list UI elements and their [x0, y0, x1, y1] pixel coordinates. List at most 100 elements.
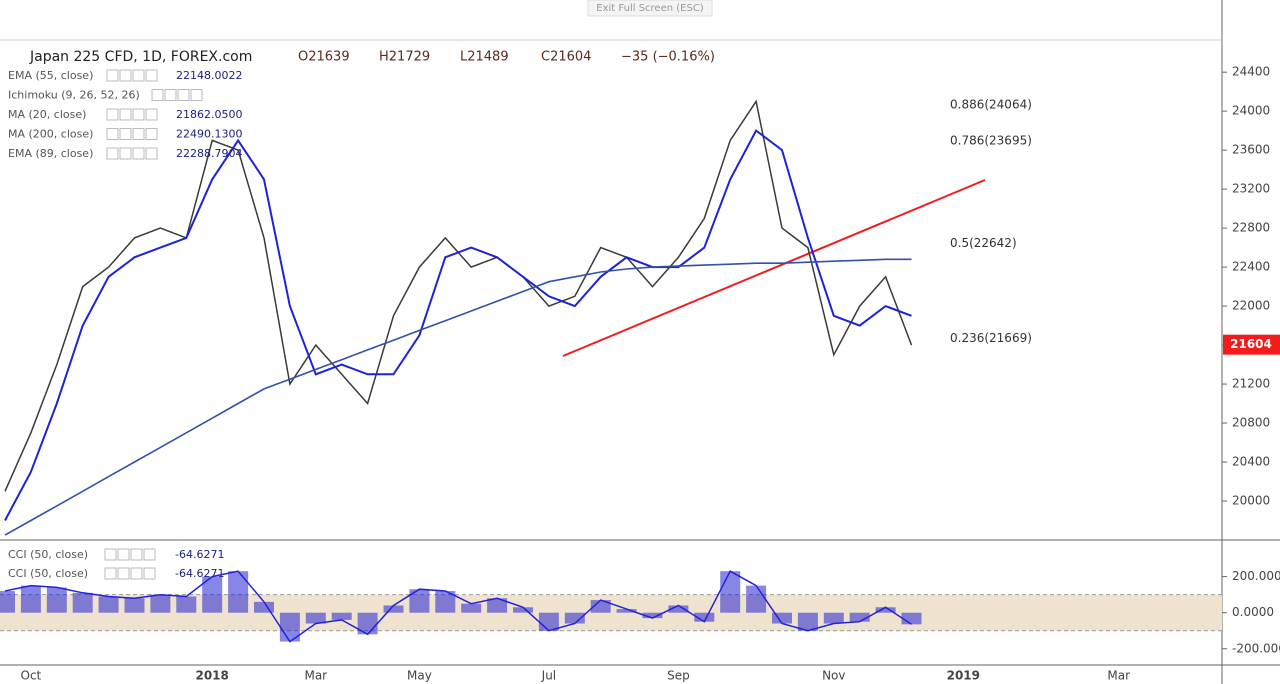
cci-bar	[616, 609, 637, 613]
x-tick-label: 2019	[947, 669, 980, 683]
x-tick-label: Sep	[667, 669, 690, 683]
indicator-name: Ichimoku (9, 26, 52, 26)	[8, 89, 140, 102]
cci-bar	[487, 598, 508, 613]
indicator-icon	[164, 89, 177, 101]
cci-bar	[228, 571, 249, 613]
ohlc-value: L21489	[460, 50, 509, 65]
indicator-icon	[145, 147, 158, 160]
ohlc-value: C21604	[541, 50, 591, 65]
ohlc-value: O21639	[298, 50, 350, 65]
indicator-name: MA (200, close)	[8, 128, 93, 141]
y-tick-label: -200.0000	[1232, 641, 1280, 655]
symbol-title: Japan 225 CFD, 1D, FOREX.com	[29, 49, 252, 65]
indicator-icon	[145, 69, 158, 82]
indicator-icon	[132, 108, 145, 121]
fib-label: 0.886(24064)	[950, 97, 1032, 111]
y-tick-label: 20000	[1232, 494, 1270, 508]
trend-line	[562, 179, 986, 357]
cci-bar	[331, 612, 352, 620]
indicator-icon	[119, 147, 132, 160]
cci-bar	[564, 612, 585, 624]
cci-bar	[849, 612, 870, 622]
price-line	[4, 258, 912, 536]
cci-bar	[254, 601, 274, 613]
indicator-icon	[143, 548, 156, 561]
y-tick-label: 23600	[1232, 143, 1270, 157]
y-tick-label: 20400	[1232, 455, 1270, 469]
indicator-name: CCI (50, close)	[8, 567, 88, 580]
indicator-name: MA (20, close)	[8, 108, 86, 121]
indicator-icon	[132, 128, 145, 140]
y-tick-label: 200.0000	[1232, 569, 1280, 583]
indicator-icon	[119, 108, 132, 121]
cci-bar	[901, 612, 922, 625]
x-tick-label: Mar	[1107, 669, 1130, 683]
y-tick-label: 24400	[1232, 65, 1270, 79]
indicator-icon	[177, 89, 190, 101]
indicator-icon	[117, 548, 130, 561]
indicator-icon	[106, 69, 119, 82]
cci-bar	[124, 598, 145, 613]
cci-bar	[461, 603, 482, 613]
indicator-icon	[106, 147, 119, 160]
cci-bar	[746, 585, 767, 613]
x-tick-label: Mar	[304, 669, 327, 683]
last-price-label: 21604	[1230, 337, 1272, 351]
cci-bar	[409, 589, 430, 613]
indicator-value: 21862.0500	[176, 108, 242, 121]
indicator-icon	[106, 108, 119, 121]
y-tick-label: 23200	[1232, 182, 1270, 196]
exit-label[interactable]: Exit Full Screen (ESC)	[596, 3, 704, 14]
x-tick-label: Nov	[822, 669, 845, 683]
indicator-value: 22148.0022	[176, 69, 242, 82]
cci-bar	[150, 594, 171, 613]
indicator-value: 22490.1300	[176, 128, 242, 141]
last-price-tag	[1223, 334, 1280, 355]
exit-button[interactable]	[587, 0, 713, 17]
cci-bar	[642, 612, 663, 619]
indicator-icon	[145, 108, 158, 121]
indicator-icon	[119, 69, 132, 82]
cci-bar	[590, 600, 611, 613]
y-tick-label: 22000	[1232, 299, 1270, 313]
indicator-icon	[130, 548, 143, 561]
indicator-name: CCI (50, close)	[8, 548, 88, 561]
ohlc-value: −35 (−0.16%)	[621, 50, 715, 65]
fib-label: 0.5(22642)	[950, 236, 1017, 250]
cci-bar	[305, 612, 326, 624]
y-tick-label: 22400	[1232, 260, 1270, 274]
indicator-icon	[132, 147, 145, 160]
cci-bar	[202, 576, 223, 613]
indicator-value: -64.6271	[175, 567, 224, 580]
cci-bar	[875, 607, 896, 613]
fib-label: 0.236(21669)	[950, 331, 1032, 345]
indicator-value: -64.6271	[175, 548, 224, 561]
indicator-icon	[151, 89, 164, 101]
indicator-icon	[106, 128, 119, 140]
x-tick-label: Jul	[541, 669, 556, 683]
indicator-name: EMA (89, close)	[8, 147, 93, 160]
cci-bar	[46, 587, 67, 613]
indicator-icon	[190, 89, 203, 101]
cci-bar	[0, 591, 15, 613]
cci-bar	[668, 605, 689, 613]
indicator-icon	[104, 548, 117, 561]
indicator-icon	[143, 567, 156, 580]
indicator-icon	[132, 69, 145, 82]
indicator-icon	[117, 567, 130, 580]
cci-bar	[435, 591, 456, 613]
fib-label: 0.786(23695)	[950, 133, 1032, 147]
x-tick-label: May	[407, 669, 432, 683]
indicator-name: EMA (55, close)	[8, 69, 93, 82]
indicator-value: 22288.7904	[176, 147, 242, 160]
y-tick-label: 21200	[1232, 377, 1270, 391]
cci-bar	[20, 585, 41, 613]
indicator-icon	[119, 128, 132, 140]
cci-bar	[772, 612, 792, 624]
cci-bar	[513, 607, 533, 613]
y-tick-label: 24000	[1232, 104, 1270, 118]
price-line	[4, 129, 912, 521]
cci-bar	[694, 612, 715, 622]
